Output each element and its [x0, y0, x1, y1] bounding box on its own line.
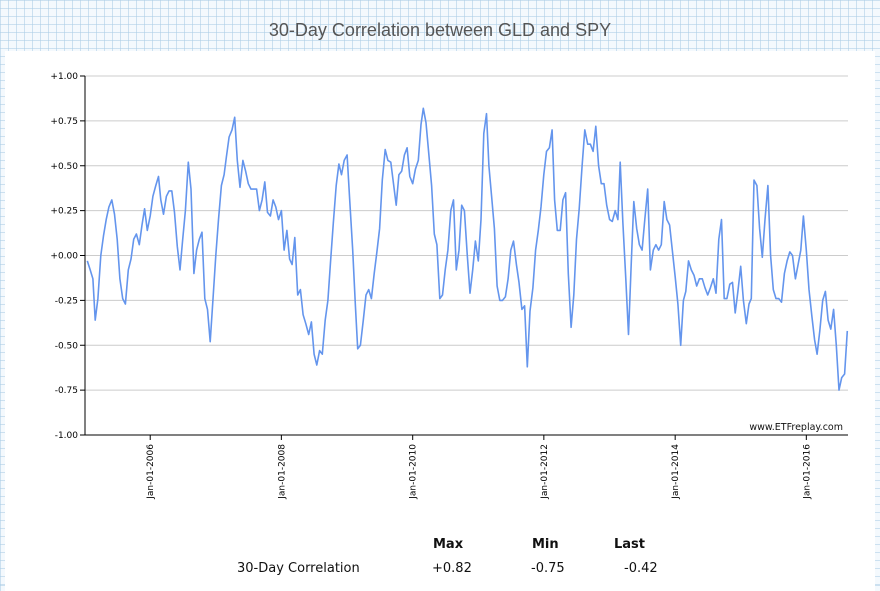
correlation-line: [86, 107, 849, 391]
stats-header-min: Min: [532, 537, 559, 552]
y-tick-label: +0.25: [50, 207, 78, 217]
stats-value-last: -0.42: [624, 561, 658, 576]
x-tick-label: Jan-01-2008: [277, 444, 287, 500]
chart-title: 30-Day Correlation between GLD and SPY: [268, 20, 612, 40]
x-tick-label: Jan-01-2010: [409, 444, 419, 500]
x-tick-label: Jan-01-2014: [671, 444, 681, 500]
y-tick-label: +1.00: [50, 72, 78, 82]
x-tick-label: Jan-01-2016: [802, 444, 812, 500]
x-tick-label: Jan-01-2012: [540, 444, 550, 500]
stats-header-last: Last: [614, 537, 646, 552]
stats-value-max: +0.82: [432, 561, 472, 576]
y-tick-label: +0.75: [50, 117, 78, 127]
stats-header-max: Max: [433, 537, 464, 552]
y-tick-label: +0.00: [50, 252, 78, 262]
y-tick-label: -0.50: [55, 341, 79, 351]
chart-panel: [5, 51, 875, 591]
watermark: www.ETFreplay.com: [749, 422, 843, 433]
stats-row-label: 30-Day Correlation: [237, 561, 360, 576]
y-tick-label: -0.75: [55, 386, 78, 396]
y-tick-label: -1.00: [55, 431, 79, 441]
stats-value-min: -0.75: [531, 561, 565, 576]
x-tick-label: Jan-01-2006: [146, 444, 156, 500]
y-tick-label: -0.25: [55, 296, 78, 306]
y-tick-label: +0.50: [50, 162, 78, 172]
